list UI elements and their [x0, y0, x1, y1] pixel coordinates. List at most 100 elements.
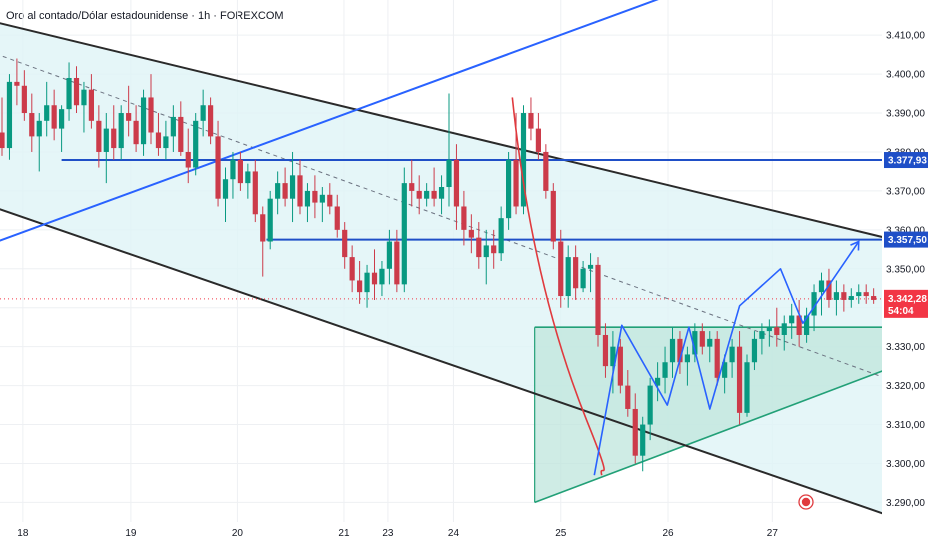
candle [744, 362, 750, 413]
candle [453, 159, 460, 207]
x-tick-label: 18 [17, 528, 29, 539]
candle [282, 183, 288, 199]
candle [625, 385, 631, 409]
candle [595, 264, 601, 335]
candle [21, 85, 27, 114]
x-tick-label: 19 [125, 528, 137, 539]
candle [692, 331, 698, 355]
candle [319, 194, 325, 203]
candle [722, 362, 728, 378]
candle [580, 268, 586, 289]
candle [88, 89, 94, 121]
candle [558, 241, 564, 297]
candle [200, 105, 206, 121]
candle [14, 81, 20, 86]
candle [528, 113, 534, 129]
candle [833, 292, 839, 300]
candle [267, 198, 273, 242]
x-tick-label: 21 [338, 528, 350, 539]
candle [126, 113, 132, 121]
plot-area [0, 0, 882, 515]
candle [245, 171, 251, 184]
candle [714, 338, 720, 378]
candle [587, 264, 594, 269]
y-tick-label: 3.400,00 [886, 70, 925, 81]
candle [535, 128, 541, 152]
candle [208, 105, 214, 137]
projection-arrowhead [850, 240, 860, 251]
channel-upper-line [0, 22, 882, 238]
candle [148, 97, 154, 133]
candle [610, 346, 616, 367]
candle [848, 296, 854, 300]
candle [275, 183, 281, 199]
candle [81, 89, 87, 106]
candle [185, 151, 191, 168]
candle [446, 159, 452, 188]
candle [66, 77, 72, 110]
candle [424, 190, 430, 199]
y-tick-label: 3.350,00 [886, 264, 925, 275]
candle [468, 229, 474, 238]
candle [438, 187, 445, 199]
rounding-curve [511, 97, 605, 476]
y-tick-label: 3.320,00 [886, 381, 925, 392]
x-tick-label: 23 [382, 528, 394, 539]
level-tag [884, 231, 928, 248]
level-tag [884, 152, 928, 169]
candle [103, 128, 109, 152]
candle [736, 346, 743, 413]
ascending-trendline [0, 0, 659, 242]
candle [498, 218, 504, 254]
candle [841, 292, 847, 300]
candle [766, 327, 772, 332]
candle [215, 136, 221, 199]
candle [394, 241, 400, 285]
projection-path [593, 241, 860, 476]
candle [863, 292, 869, 297]
candle [297, 175, 303, 207]
candle [36, 120, 42, 137]
y-tick-label: 3.410,00 [886, 31, 925, 42]
candle [155, 132, 162, 149]
candle [401, 183, 407, 285]
candle [170, 116, 176, 137]
candle [617, 346, 623, 386]
candle [111, 128, 117, 149]
candle [312, 190, 318, 203]
candle [811, 292, 817, 316]
candle [796, 315, 802, 335]
candle [804, 315, 810, 335]
y-tick-label: 3.330,00 [886, 342, 925, 353]
x-tick-label: 20 [232, 528, 244, 539]
candle [222, 179, 229, 199]
candle [707, 338, 713, 347]
candle [178, 116, 184, 152]
candle [118, 113, 124, 149]
y-tick-label: 3.370,00 [886, 186, 925, 197]
candle [289, 175, 296, 199]
y-tick-label: 3.290,00 [886, 498, 925, 509]
candle [357, 280, 363, 293]
candle [550, 190, 556, 242]
candle [856, 292, 862, 297]
candle [342, 229, 348, 258]
candle [826, 280, 832, 300]
candle [602, 334, 609, 367]
candle [476, 237, 482, 258]
y-tick-label: 3.300,00 [886, 459, 925, 470]
calendar-event-dot [801, 497, 811, 507]
candle [632, 408, 638, 456]
candle [506, 159, 512, 219]
y-tick-label: 3.360,00 [886, 225, 925, 236]
candle [640, 424, 646, 456]
candle [699, 331, 705, 347]
candle [573, 257, 579, 289]
last-price-label: 3.342,28 [888, 294, 927, 305]
y-tick-label: 3.310,00 [886, 420, 925, 431]
candle [491, 245, 497, 254]
candle [647, 385, 653, 425]
candle [416, 190, 422, 199]
candle [193, 120, 199, 168]
